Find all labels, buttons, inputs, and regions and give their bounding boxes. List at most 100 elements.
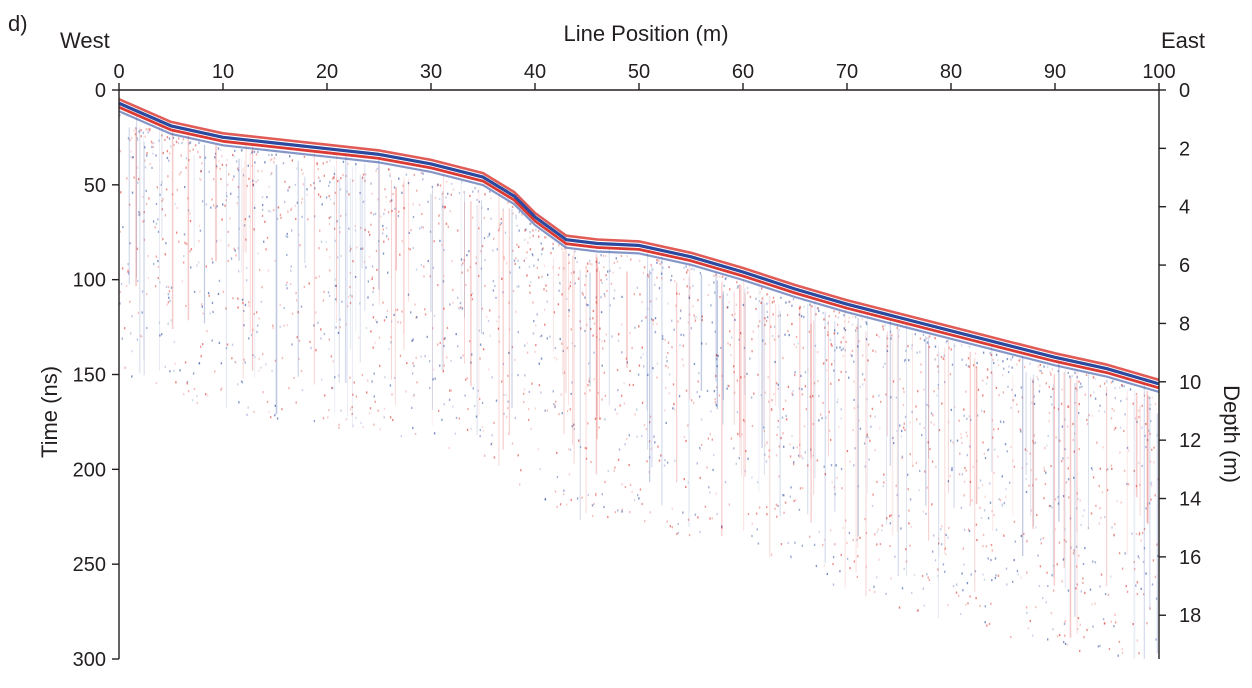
scatter-speckle xyxy=(208,294,210,297)
scatter-speckle xyxy=(389,174,391,178)
scatter-speckle xyxy=(967,602,969,605)
scatter-speckle xyxy=(516,243,518,246)
scatter-speckle xyxy=(720,346,722,349)
scatter-speckle xyxy=(320,337,322,340)
scatter-speckle xyxy=(1149,460,1152,463)
depth-tick-label: 2 xyxy=(1179,138,1190,160)
scatter-speckle xyxy=(407,293,410,296)
scatter-speckle xyxy=(156,186,158,189)
scatter-speckle xyxy=(542,247,544,250)
scatter-speckle xyxy=(522,392,525,395)
scatter-speckle xyxy=(633,293,635,296)
scatter-speckle xyxy=(638,497,640,500)
scatter-speckle xyxy=(1036,375,1038,378)
scatter-speckle xyxy=(927,441,929,444)
scatter-speckle xyxy=(589,317,591,320)
scatter-speckle xyxy=(598,261,600,264)
scatter-speckle xyxy=(706,466,708,469)
scatter-speckle xyxy=(487,235,489,238)
scatter-speckle xyxy=(482,348,485,351)
scatter-speckle xyxy=(429,275,431,278)
scatter-speckle xyxy=(680,308,682,311)
scatter-speckle xyxy=(1007,385,1009,388)
scatter-speckle xyxy=(668,266,670,269)
scatter-speckle xyxy=(993,428,995,431)
scatter-speckle xyxy=(671,319,673,322)
scatter-speckle xyxy=(1024,448,1027,451)
scatter-speckle xyxy=(991,510,993,513)
scatter-speckle xyxy=(153,262,155,266)
scatter-speckle xyxy=(1127,483,1130,486)
scatter-speckle xyxy=(550,252,552,255)
scatter-speckle xyxy=(352,260,354,263)
scatter-speckle xyxy=(853,407,856,410)
scatter-speckle xyxy=(502,291,504,294)
scatter-speckle xyxy=(263,240,265,243)
scatter-speckle xyxy=(183,233,186,236)
scatter-speckle xyxy=(647,273,649,276)
scatter-speckle xyxy=(940,356,943,359)
scatter-speckle xyxy=(682,334,685,337)
scatter-speckle xyxy=(592,309,595,313)
scatter-speckle xyxy=(737,285,739,288)
scatter-speckle xyxy=(376,321,378,324)
scatter-speckle xyxy=(668,373,671,376)
scatter-speckle xyxy=(1079,386,1081,389)
scatter-speckle xyxy=(313,420,316,423)
scatter-speckle xyxy=(597,267,599,270)
scatter-speckle xyxy=(326,161,328,164)
scatter-speckle xyxy=(1138,409,1140,412)
scatter-speckle xyxy=(776,433,778,437)
scatter-speckle xyxy=(1045,444,1048,447)
scatter-speckle xyxy=(288,387,290,390)
scatter-speckle xyxy=(346,190,348,193)
scatter-speckle xyxy=(966,435,968,438)
scatter-speckle xyxy=(910,525,912,529)
scatter-speckle xyxy=(264,161,266,164)
scatter-speckle xyxy=(454,432,456,435)
scatter-speckle xyxy=(945,341,947,344)
scatter-speckle xyxy=(393,313,395,316)
scatter-speckle xyxy=(896,430,898,433)
scatter-speckle xyxy=(489,309,491,312)
scatter-speckle xyxy=(133,176,135,179)
scatter-speckle xyxy=(211,198,213,201)
scatter-speckle xyxy=(616,260,619,263)
scatter-speckle xyxy=(1026,462,1028,465)
scatter-speckle xyxy=(198,261,200,264)
scatter-speckle xyxy=(532,254,534,257)
scatter-speckle xyxy=(882,365,884,369)
scatter-speckle xyxy=(581,291,583,294)
scatter-speckle xyxy=(286,287,288,290)
scatter-speckle xyxy=(676,292,678,295)
scatter-speckle xyxy=(771,553,773,556)
scatter-speckle xyxy=(152,220,155,223)
scatter-speckle xyxy=(937,387,939,390)
scatter-speckle xyxy=(664,338,666,342)
scatter-speckle xyxy=(965,390,967,393)
scatter-speckle xyxy=(155,202,158,206)
scatter-speckle xyxy=(301,215,303,218)
scatter-speckle xyxy=(1119,426,1122,429)
scatter-speckle xyxy=(616,368,619,372)
scatter-speckle xyxy=(934,358,936,361)
scatter-speckle xyxy=(604,418,606,421)
scatter-speckle xyxy=(868,458,870,461)
scatter-speckle xyxy=(241,298,244,301)
scatter-speckle xyxy=(854,447,856,450)
scatter-speckle xyxy=(512,212,514,215)
scatter-speckle xyxy=(486,315,488,318)
scatter-speckle xyxy=(369,233,371,236)
scatter-speckle xyxy=(173,369,175,372)
scatter-speckle xyxy=(1032,380,1034,383)
scatter-speckle xyxy=(438,214,440,217)
scatter-speckle xyxy=(726,387,728,390)
scatter-speckle xyxy=(1026,449,1028,453)
scatter-speckle xyxy=(770,325,772,328)
scatter-speckle xyxy=(1061,425,1064,428)
scatter-speckle xyxy=(367,280,370,283)
scatter-speckle xyxy=(244,361,246,364)
scatter-speckle xyxy=(1050,465,1052,468)
scatter-speckle xyxy=(992,358,994,361)
scatter-speckle xyxy=(907,473,909,476)
